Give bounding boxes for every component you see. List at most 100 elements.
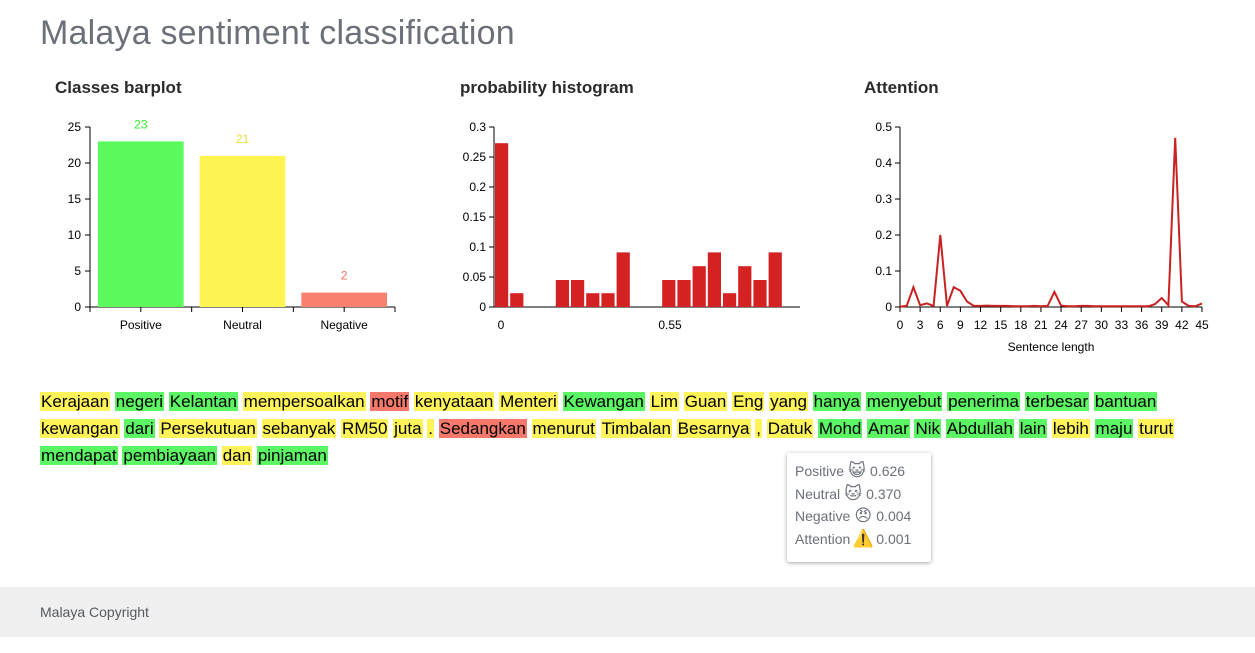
word-positive[interactable]: pinjaman	[256, 446, 328, 465]
word-neutral[interactable]: Datuk	[766, 419, 814, 438]
hist-bar	[555, 280, 569, 307]
word-negative[interactable]: Sedangkan	[438, 419, 527, 438]
tooltip-row-negative: Negative 😠 0.004	[795, 505, 923, 528]
word-neutral[interactable]: Lim	[649, 392, 680, 411]
att-x-tick-label: 3	[917, 318, 924, 332]
word-neutral[interactable]: Guan	[683, 392, 728, 411]
att-x-tick-label: 39	[1155, 318, 1169, 332]
word-neutral[interactable]: Eng	[732, 392, 765, 411]
word-positive[interactable]: Kewangan	[562, 392, 645, 411]
bar-positive	[98, 141, 184, 307]
hist-y-tick-label: 0.3	[469, 120, 486, 134]
word-negative[interactable]: motif	[370, 392, 410, 411]
tooltip-value: 0.001	[876, 530, 912, 547]
word-neutral[interactable]: yang	[769, 392, 808, 411]
word-neutral[interactable]: Besarnya	[676, 419, 751, 438]
hist-bar	[495, 143, 509, 307]
hist-bar	[616, 252, 630, 307]
classes-barplot: 0 5 10 15 20 25 23 Positive 21 Neutral 2 Negative	[68, 117, 396, 332]
word-positive[interactable]: pembiayaan	[122, 446, 217, 465]
hist-bar	[601, 293, 615, 307]
word-positive[interactable]: negeri	[114, 392, 165, 411]
word-positive[interactable]: maju	[1094, 419, 1134, 438]
word-positive[interactable]: lain	[1018, 419, 1048, 438]
word-positive[interactable]: Mohd	[817, 419, 863, 438]
tooltip-label: Negative	[795, 508, 851, 524]
word-neutral[interactable]: RM50	[341, 419, 389, 438]
att-x-tick-label: 15	[994, 318, 1008, 332]
hist-bar	[571, 280, 585, 307]
word-neutral[interactable]: sebanyak	[261, 419, 337, 438]
att-y-tick-label: 0.1	[875, 264, 892, 278]
hist-x-tick-label: 0	[498, 318, 505, 332]
hist-bar	[677, 280, 691, 307]
word-positive[interactable]: Amar	[867, 419, 910, 438]
hist-bar	[510, 293, 524, 307]
prediction-tooltip: Positive 😺 0.626 Neutral 🐱 0.370 Negative 😠 0.00…	[787, 453, 931, 562]
att-x-tick-label: 42	[1175, 318, 1189, 332]
word-positive[interactable]: menyebut	[865, 392, 943, 411]
word-neutral[interactable]: menurut	[531, 419, 596, 438]
word-positive[interactable]: Kelantan	[168, 392, 238, 411]
word-positive[interactable]: Abdullah	[945, 419, 1014, 438]
word-positive[interactable]: Nik	[914, 419, 942, 438]
hist-bar	[662, 280, 676, 307]
word-neutral[interactable]: Kerajaan	[40, 392, 111, 411]
bar-value-label: 21	[236, 132, 250, 146]
word-positive[interactable]: penerima	[947, 392, 1021, 411]
bar-y-tick-label: 0	[74, 300, 81, 314]
word-neutral[interactable]: mempersoalkan	[242, 392, 366, 411]
word-neutral[interactable]: Persekutuan	[159, 419, 257, 438]
word-neutral[interactable]: kenyataan	[413, 392, 495, 411]
word-neutral[interactable]: juta	[393, 419, 423, 438]
word-positive[interactable]: mendapat	[40, 446, 118, 465]
word-neutral[interactable]: Menteri	[499, 392, 558, 411]
tooltip-label: Attention	[795, 530, 851, 547]
tooltip-value: 0.370	[866, 485, 902, 502]
att-x-tick-label: 18	[1014, 318, 1028, 332]
bar-negative	[301, 292, 387, 307]
tooltip-label: Positive	[795, 463, 845, 479]
grinning-cat-icon: 😺	[848, 461, 866, 480]
bar-y-tick-label: 25	[68, 120, 82, 134]
hist-y-tick-label: 0.1	[469, 240, 486, 254]
tooltip-row-attention: Attention ⚠️ 0.001	[795, 528, 923, 551]
footer-copyright: Malaya Copyright	[40, 604, 149, 620]
att-y-tick-label: 0	[885, 300, 892, 314]
word-neutral[interactable]: Timbalan	[600, 419, 672, 438]
att-x-tick-label: 24	[1054, 318, 1068, 332]
word-neutral[interactable]: kewangan	[40, 419, 120, 438]
att-x-tick-label: 6	[937, 318, 944, 332]
att-x-tick-label: 36	[1135, 318, 1149, 332]
angry-face-icon: 😠	[854, 506, 873, 525]
classes-barplot-title: Classes barplot	[55, 78, 182, 97]
tooltip-label: Neutral	[795, 485, 841, 502]
hist-y-tick-label: 0.25	[463, 150, 487, 164]
word-neutral[interactable]: .	[427, 419, 435, 438]
word-positive[interactable]: dari	[124, 419, 155, 438]
word-neutral[interactable]: lebih	[1051, 419, 1090, 438]
bar-y-tick-label: 10	[68, 228, 82, 242]
att-x-tick-label: 27	[1075, 318, 1089, 332]
word-neutral[interactable]: turut	[1138, 419, 1175, 438]
word-positive[interactable]: bantuan	[1093, 392, 1158, 411]
attention-chart-title: Attention	[864, 78, 939, 97]
hist-bar	[707, 252, 721, 307]
word-neutral[interactable]: ,	[755, 419, 762, 438]
bar-neutral	[199, 155, 286, 307]
bar-y-tick-label: 5	[74, 264, 81, 278]
att-x-tick-label: 21	[1034, 318, 1048, 332]
attention-line	[899, 137, 1203, 308]
bar-category-label: Positive	[120, 318, 162, 332]
att-x-tick-label: 45	[1195, 318, 1209, 332]
att-x-axis-label: Sentence length	[1008, 340, 1095, 354]
word-neutral[interactable]: dan	[221, 446, 253, 465]
att-y-tick-label: 0.5	[875, 120, 892, 134]
warning-icon: ⚠️	[852, 528, 874, 548]
bar-y-tick-label: 15	[68, 192, 82, 206]
tooltip-row-positive: Positive 😺 0.626	[795, 460, 923, 483]
bar-value-label: 23	[134, 117, 148, 131]
word-positive[interactable]: hanya	[812, 392, 861, 411]
att-x-tick-label: 12	[974, 318, 988, 332]
word-positive[interactable]: terbesar	[1024, 392, 1090, 411]
